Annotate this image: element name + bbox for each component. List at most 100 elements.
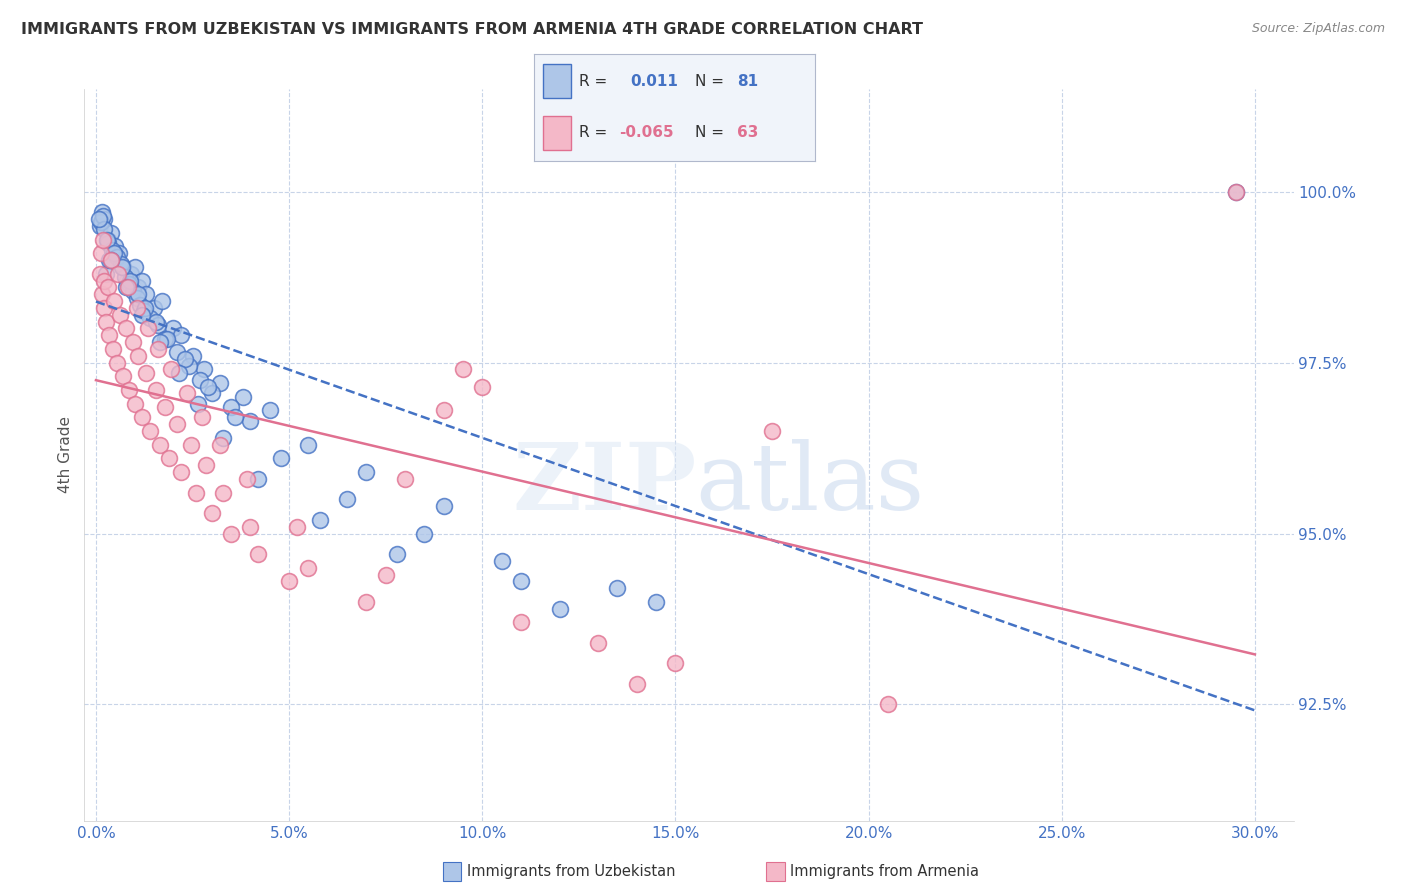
Point: [387, 547, 409, 561]
Point: [170, 328, 193, 343]
Text: -0.065: -0.065: [619, 125, 673, 140]
Point: [91, 233, 114, 247]
Point: [146, 342, 169, 356]
Point: [177, 359, 200, 373]
Point: [356, 465, 378, 479]
Point: [127, 349, 149, 363]
Text: Immigrants from Armenia: Immigrants from Armenia: [790, 864, 979, 879]
Point: [208, 376, 231, 391]
Point: [586, 636, 609, 650]
Point: [1225, 185, 1247, 199]
Point: [166, 417, 188, 432]
Point: [232, 390, 254, 404]
Point: [259, 403, 281, 417]
Point: [89, 219, 111, 233]
Text: N =: N =: [695, 74, 724, 89]
Point: [645, 595, 668, 609]
Point: [170, 465, 193, 479]
Point: [103, 246, 125, 260]
Point: [93, 222, 115, 236]
Point: [173, 352, 195, 367]
Point: [155, 400, 177, 414]
Bar: [543, 64, 571, 98]
Point: [118, 274, 141, 288]
Point: [181, 349, 204, 363]
Point: [176, 386, 198, 401]
Point: [110, 256, 132, 270]
Point: [146, 318, 169, 332]
Point: [166, 345, 188, 359]
Point: [247, 472, 270, 486]
Point: [394, 472, 416, 486]
Point: [103, 342, 125, 356]
Point: [87, 212, 110, 227]
Point: [247, 547, 270, 561]
Point: [115, 280, 138, 294]
Point: [136, 321, 159, 335]
Point: [201, 506, 224, 520]
Point: [761, 424, 783, 438]
Point: [98, 328, 121, 343]
Point: [89, 267, 111, 281]
Point: [127, 280, 149, 294]
Point: [160, 362, 183, 376]
Point: [118, 277, 141, 291]
Point: [124, 397, 146, 411]
Point: [180, 438, 202, 452]
Text: R =: R =: [579, 74, 607, 89]
Point: [115, 274, 138, 288]
Point: [124, 260, 146, 274]
Point: [142, 301, 165, 315]
Point: [97, 235, 120, 250]
Point: [107, 267, 129, 281]
Point: [120, 267, 142, 281]
Point: [131, 308, 153, 322]
Point: [336, 492, 359, 507]
Point: [877, 698, 900, 712]
Point: [145, 315, 167, 329]
Point: [149, 438, 172, 452]
Point: [121, 335, 143, 350]
Text: 63: 63: [737, 125, 758, 140]
Point: [108, 308, 131, 322]
Point: [100, 226, 122, 240]
Point: [374, 567, 396, 582]
Point: [606, 581, 628, 595]
Point: [451, 362, 474, 376]
Point: [135, 366, 157, 380]
Point: [356, 595, 378, 609]
Point: [285, 519, 308, 533]
Point: [111, 260, 134, 274]
Point: [433, 499, 456, 513]
Point: [626, 677, 648, 691]
Point: [96, 233, 118, 247]
Point: [191, 410, 214, 425]
Text: R =: R =: [579, 125, 607, 140]
Point: [509, 615, 531, 630]
Point: [105, 356, 128, 370]
Point: [150, 294, 173, 309]
Text: atlas: atlas: [695, 439, 925, 529]
Point: [129, 297, 152, 311]
Point: [187, 397, 209, 411]
Point: [91, 209, 114, 223]
Point: [433, 403, 456, 417]
Text: N =: N =: [695, 125, 724, 140]
Point: [278, 574, 301, 589]
Point: [118, 383, 141, 397]
Point: [212, 485, 235, 500]
Point: [155, 332, 177, 346]
Point: [197, 379, 219, 393]
Point: [208, 438, 231, 452]
Point: [93, 274, 115, 288]
Point: [114, 270, 136, 285]
Y-axis label: 4th Grade: 4th Grade: [58, 417, 73, 493]
Point: [94, 267, 117, 281]
Point: [548, 601, 571, 615]
Point: [93, 301, 115, 315]
Point: [491, 554, 513, 568]
Point: [193, 362, 215, 376]
Point: [134, 304, 156, 318]
Point: [98, 253, 121, 268]
Point: [139, 424, 162, 438]
